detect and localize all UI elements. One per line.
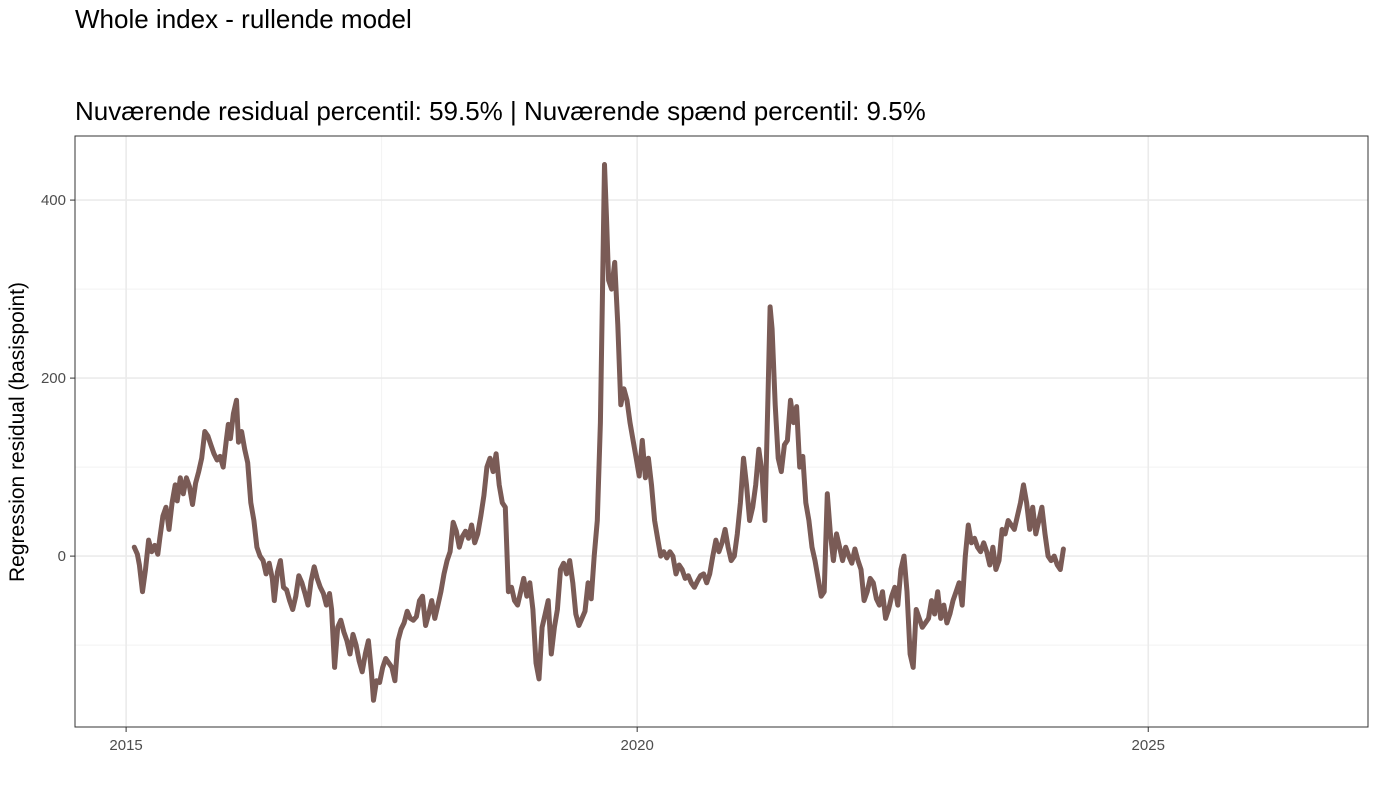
x-tick-label: 2015 <box>109 737 142 754</box>
chart-title: Whole index - rullende model <box>75 4 412 34</box>
x-tick-label: 2025 <box>1132 737 1165 754</box>
chart-subtitle: Nuværende residual percentil: 59.5% | Nu… <box>75 96 926 126</box>
residual-series-line <box>131 162 1066 703</box>
x-tick-label: 2020 <box>620 737 653 754</box>
y-tick-label: 0 <box>58 548 66 565</box>
y-tick-label: 400 <box>41 192 66 209</box>
y-tick-label: 200 <box>41 370 66 387</box>
panel-border <box>74 135 1369 728</box>
